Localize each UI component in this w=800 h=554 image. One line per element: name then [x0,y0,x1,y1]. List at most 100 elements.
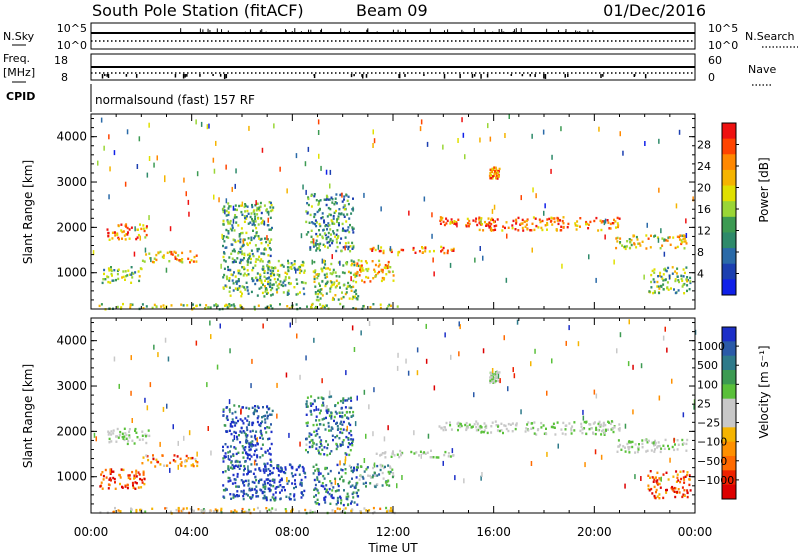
range-cell [324,224,327,228]
range-cell [305,189,307,195]
range-cell [535,224,538,228]
range-cell [310,404,313,407]
range-cell [252,444,255,447]
range-cell [327,267,330,270]
range-cell [137,228,139,231]
range-cell [148,434,151,438]
range-cell [327,198,330,201]
range-cell [244,433,247,436]
range-cell [223,259,226,262]
range-cell [305,210,308,213]
range-cell [535,433,538,436]
range-cell [269,473,271,476]
range-cell [184,460,186,463]
range-cell [313,409,316,412]
range-cell [342,398,345,402]
range-cell [661,237,664,240]
range-cell [149,257,151,260]
range-cell [243,272,246,275]
range-cell [152,454,154,457]
range-cell [583,420,586,424]
range-cell [270,294,273,297]
range-cell [683,481,686,484]
range-cell [246,428,249,432]
range-cell [494,420,497,423]
range-cell [313,275,316,278]
freq-tick-top: 18 [54,54,68,67]
range-cell [662,335,665,341]
range-cell [317,299,320,302]
range-cell [332,232,335,235]
range-cell [185,191,187,197]
range-cell [257,304,260,307]
range-cell [245,452,247,455]
range-cell [685,242,688,245]
range-cell [665,269,668,273]
range-cell [270,442,273,446]
range-cell [382,278,385,281]
range-cell [307,231,310,234]
range-cell [468,423,471,426]
range-cell [231,418,234,421]
range-cell [130,226,133,229]
range-cell [323,273,326,276]
range-cell [263,462,266,466]
range-cell [196,171,199,177]
range-cell [653,450,656,453]
range-cell [339,431,342,434]
range-cell [301,260,304,264]
range-cell [356,395,358,401]
range-cell [232,205,235,211]
range-cell [260,237,263,241]
range-cell [480,430,483,433]
range-cell [562,216,565,219]
range-cell [348,464,351,468]
range-cell [465,427,468,430]
range-cell [246,434,249,437]
range-cell [102,478,105,481]
cpid-label: CPID [6,90,35,103]
range-cell [608,421,610,424]
range-cell [112,510,115,514]
range-cell [359,264,362,268]
range-cell [338,471,340,475]
range-cell [372,474,375,477]
range-cell [396,483,398,489]
range-cell [372,466,375,470]
range-cell [353,290,356,293]
range-cell [348,422,350,425]
range-cell [229,348,231,354]
range-cell [153,162,155,168]
range-cell [240,295,243,298]
range-cell [103,272,105,276]
range-cell [335,447,338,451]
range-cell [530,361,532,367]
range-cell [659,486,662,489]
range-cell [243,220,246,223]
range-cell [135,510,138,513]
range-cell [412,246,415,250]
range-cell [326,453,329,457]
range-cell [271,209,274,212]
range-cell [124,278,126,281]
range-cell [306,202,309,205]
range-cell [139,477,142,481]
range-cell [293,498,296,501]
range-cell [223,273,226,277]
range-cell [680,477,683,481]
range-cell [347,437,350,440]
freq-label: Freq. [3,52,30,65]
range-cell [257,415,260,418]
range-cell [233,509,236,512]
range-cell [344,468,347,471]
range-cell [660,228,662,234]
range-cell [269,479,271,483]
range-cell [527,429,530,432]
range-cell [606,219,609,222]
range-cell [121,237,123,240]
range-cell [260,281,263,284]
range-cell [599,219,602,222]
range-cell [356,262,359,265]
range-cell [266,211,269,214]
range-cell [237,252,240,255]
